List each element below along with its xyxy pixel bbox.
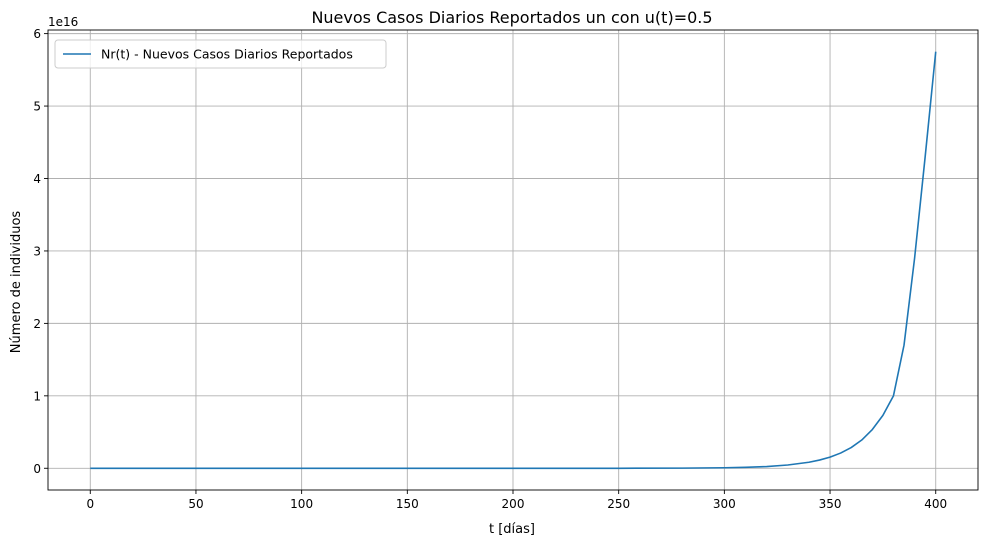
ticks: 0 50 100 150 200 250 300 350 400 0 1 2 3 4 5 6 (33, 27, 947, 511)
series-layer (90, 51, 937, 470)
x-tick-label: 250 (607, 497, 630, 511)
grid (48, 30, 978, 490)
series-line (90, 51, 937, 470)
legend-box (54, 39, 387, 69)
y-tick-label: 0 (33, 462, 41, 476)
y-tick-label: 2 (33, 317, 41, 331)
y-tick-label: 6 (33, 27, 41, 41)
x-tick-label: 0 (86, 497, 94, 511)
y-axis-label: Número de individuos (9, 211, 24, 354)
y-tick-label: 3 (33, 244, 41, 258)
x-tick-label: 300 (713, 497, 736, 511)
y-offset-text: 1e16 (48, 15, 78, 29)
y-tick-label: 4 (33, 172, 41, 186)
legend-label: Nr(t) - Nuevos Casos Diarios Reportados (101, 47, 353, 62)
x-tick-label: 50 (188, 497, 203, 511)
y-tick-label: 5 (33, 100, 41, 114)
x-tick-label: 350 (819, 497, 842, 511)
x-axis-label: t [días] (489, 522, 535, 537)
x-tick-label: 200 (502, 497, 525, 511)
x-tick-label: 100 (290, 497, 313, 511)
x-tick-label: 150 (396, 497, 419, 511)
y-tick-label: 1 (33, 389, 41, 403)
legend: Nr(t) - Nuevos Casos Diarios Reportados (54, 39, 387, 69)
chart-title: Nuevos Casos Diarios Reportados un con u… (311, 8, 712, 27)
x-tick-label: 400 (924, 497, 947, 511)
